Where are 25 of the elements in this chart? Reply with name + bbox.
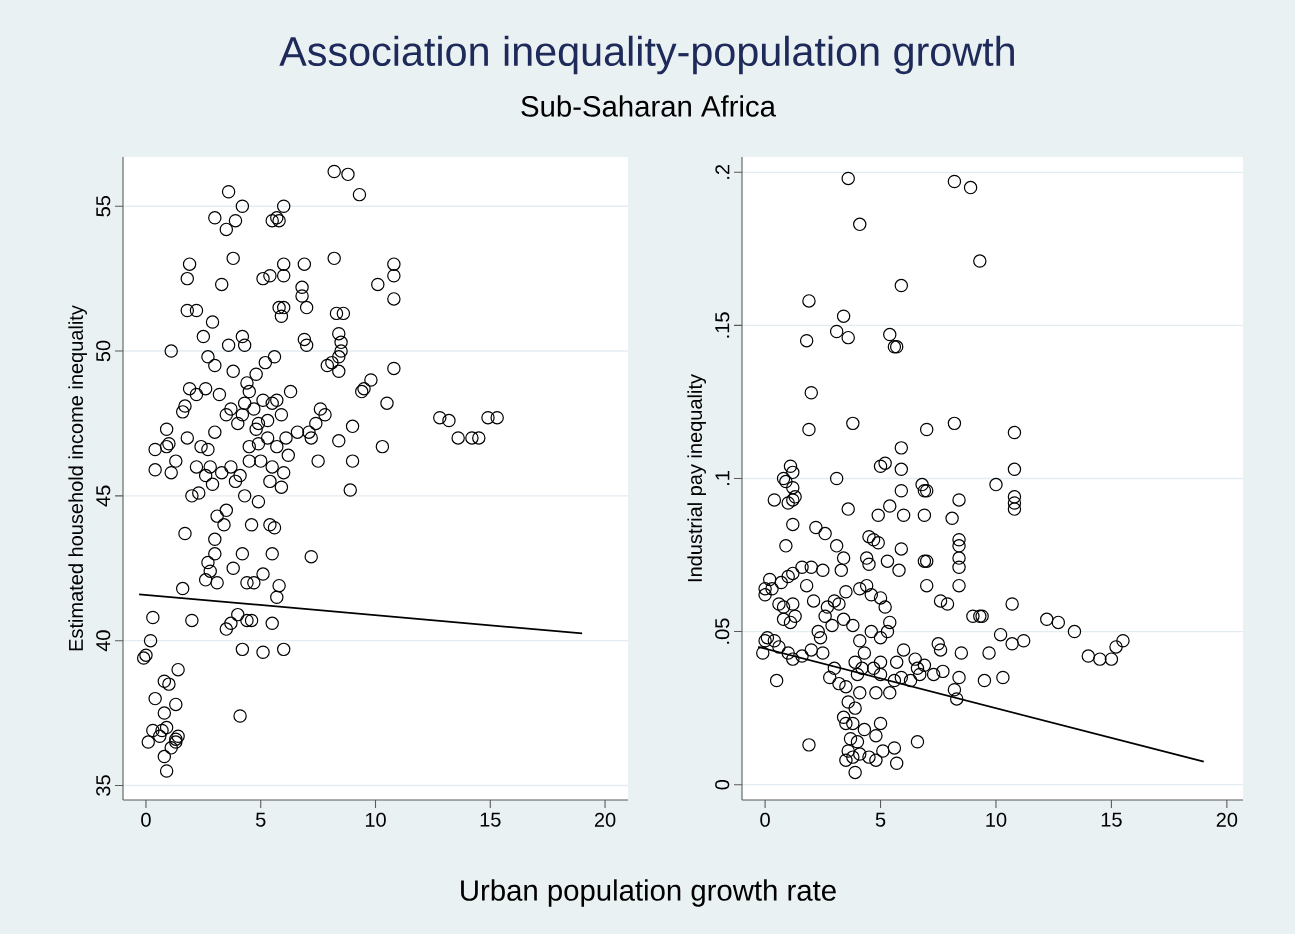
x-tick-label: 10 (365, 812, 386, 827)
x-tick-label: 15 (480, 812, 501, 827)
x-tick-label: 5 (255, 812, 266, 827)
y-tick-label: 50 (96, 340, 111, 362)
y-tick-label: 0 (715, 779, 730, 790)
y-axis-title: Industrial pay inequality (687, 374, 706, 582)
y-tick-label: .2 (715, 164, 730, 179)
y-tick-label: .05 (715, 618, 730, 644)
y-tick-label: 35 (96, 775, 111, 796)
x-tick-label: 10 (986, 812, 1007, 827)
x-axis-title: Urban population growth rate (461, 879, 836, 907)
y-tick-label: 40 (96, 630, 111, 652)
chart-title: Association inequality-population growth (279, 35, 1014, 75)
x-tick-label: 20 (594, 812, 616, 827)
x-tick-label: 15 (1101, 812, 1122, 827)
x-tick-label: 0 (760, 812, 770, 827)
x-tick-label: 20 (1216, 812, 1238, 827)
y-tick-label: .1 (715, 471, 730, 486)
x-tick-label: 0 (141, 812, 151, 827)
x-tick-label: 5 (875, 812, 886, 827)
y-tick-label: 55 (96, 195, 111, 217)
chart-subtitle: Sub-Saharan Africa (521, 95, 776, 117)
y-tick-label: 45 (96, 485, 111, 507)
y-axis-title: Estimated household income inequality (68, 305, 87, 651)
y-tick-label: .15 (715, 312, 730, 338)
